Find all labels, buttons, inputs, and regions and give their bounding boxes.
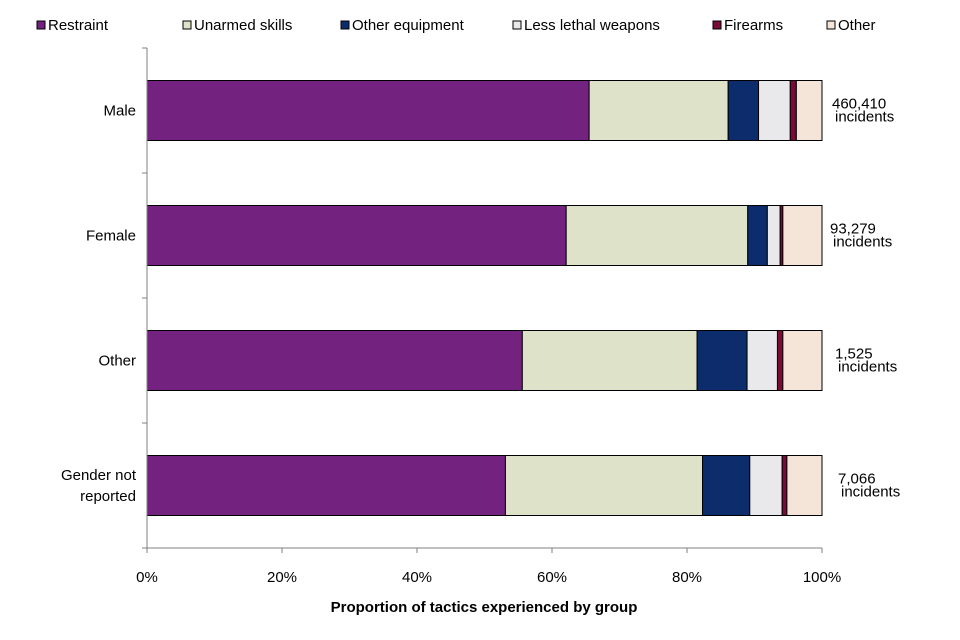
bar-segment-0-1: [588, 80, 729, 141]
x-tick-label-3: 60%: [537, 569, 567, 586]
annotation-unit-2: incidents: [838, 359, 897, 376]
bar-segment-2-5: [782, 330, 823, 391]
legend-swatch-2: [340, 20, 350, 30]
plot-area: [146, 80, 823, 516]
bar-segment-3-2: [702, 455, 751, 516]
axes: 0% 20% 40% 60% 80% 100% Male Female Other Gender …: [61, 47, 841, 586]
legend-label-5: Other: [838, 17, 876, 34]
bar-segment-2-3: [746, 330, 778, 391]
legend-swatch-5: [826, 20, 836, 30]
bar-segment-3-4: [781, 455, 788, 516]
legend-swatch-1: [182, 20, 192, 30]
legend-label-2: Other equipment: [352, 17, 465, 34]
legend-swatch-3: [512, 20, 522, 30]
legend-label-0: Restraint: [48, 17, 109, 34]
bar-segment-0-0: [146, 80, 590, 141]
x-tick-label-2: 40%: [402, 569, 432, 586]
bar-segment-0-4: [789, 80, 797, 141]
bar-segment-1-1: [565, 205, 749, 266]
annotation-count-3: 7,066: [838, 471, 876, 488]
category-label-2: Other: [98, 353, 136, 370]
legend-label-4: Firearms: [724, 17, 783, 34]
bar-segment-2-1: [521, 330, 698, 391]
bar-segment-2-2: [696, 330, 748, 391]
bar-segment-3-1: [504, 455, 704, 516]
category-label-3: Gender not reported: [61, 467, 137, 505]
incident-annotations: 460,410incidents93,279incidents1,525inci…: [830, 96, 900, 501]
x-tick-label-4: 80%: [672, 569, 702, 586]
legend-swatch-0: [36, 20, 46, 30]
bar-segment-3-5: [786, 455, 823, 516]
bar-segment-1-5: [782, 205, 823, 266]
annotation-count-0: 460,410: [832, 96, 886, 113]
x-tick-label-5: 100%: [803, 569, 841, 586]
annotation-unit-0: incidents: [835, 109, 894, 126]
annotation-unit-3: incidents: [841, 484, 900, 501]
x-tick-label-0: 0%: [136, 569, 158, 586]
annotation-count-2: 1,525: [835, 346, 873, 363]
legend-label-1: Unarmed skills: [194, 17, 292, 34]
legend-label-3: Less lethal weapons: [524, 17, 660, 34]
x-axis-title: Proportion of tactics experienced by gro…: [331, 599, 638, 616]
bar-segment-2-4: [776, 330, 784, 391]
bar-segment-0-5: [795, 80, 823, 141]
bar-segment-1-2: [747, 205, 768, 266]
category-label-1: Female: [86, 228, 136, 245]
annotation-count-1: 93,279: [830, 221, 876, 238]
category-label-0: Male: [103, 103, 136, 120]
bar-segment-0-3: [758, 80, 791, 141]
bar-segment-3-0: [146, 455, 506, 516]
annotation-unit-1: incidents: [833, 234, 892, 251]
legend: Restraint Unarmed skills Other equipment Le…: [36, 17, 876, 34]
bar-segment-1-0: [146, 205, 567, 266]
legend-swatch-4: [712, 20, 722, 30]
bar-segment-2-0: [146, 330, 523, 391]
bar-segment-1-3: [766, 205, 781, 266]
x-tick-label-1: 20%: [267, 569, 297, 586]
bar-segment-0-2: [727, 80, 760, 141]
bar-segment-3-3: [749, 455, 783, 516]
